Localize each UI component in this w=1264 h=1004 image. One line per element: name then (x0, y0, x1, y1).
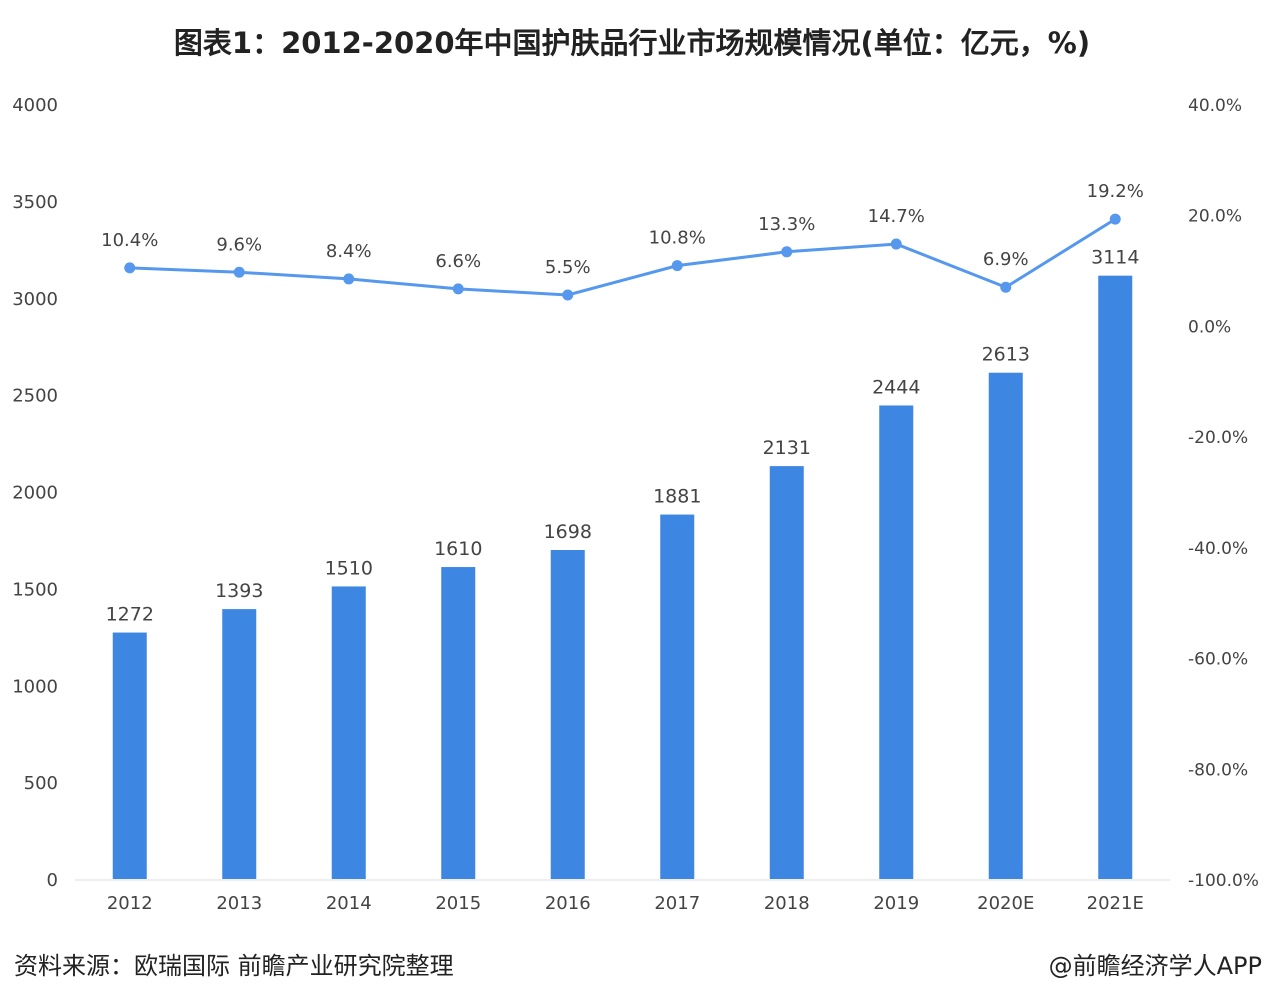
right-tick-label: 0.0% (1188, 317, 1231, 337)
source-note: 资料来源：欧瑞国际 前瞻产业研究院整理 (14, 952, 454, 980)
chart: 0 500 1000 1500 2000 2500 3000 3500 4000 -100.0% -… (12, 95, 1259, 914)
growth-point (343, 273, 355, 285)
growth-label: 6.9% (983, 249, 1029, 270)
left-tick-label: 2000 (12, 483, 58, 504)
growth-point (1109, 213, 1121, 225)
growth-point (890, 238, 902, 250)
x-tick-label: 2015 (435, 893, 481, 914)
bar-value-label: 1272 (106, 604, 154, 626)
x-tick-label: 2020E (977, 893, 1034, 914)
growth-point (781, 246, 793, 258)
left-tick-label: 4000 (12, 95, 58, 116)
bar (112, 632, 147, 879)
bar-value-label: 1610 (434, 538, 482, 560)
bar (988, 372, 1023, 879)
growth-label: 13.3% (758, 214, 815, 235)
growth-point (124, 262, 136, 274)
right-tick-label: -20.0% (1188, 428, 1248, 448)
left-tick-label: 3500 (12, 192, 58, 213)
bar-value-label: 2444 (872, 376, 920, 398)
bar (879, 405, 914, 879)
right-tick-label: -40.0% (1188, 539, 1248, 559)
right-tick-label: -100.0% (1188, 871, 1259, 891)
growth-label: 9.6% (216, 234, 262, 255)
chart-title: 图表1：2012-2020年中国护肤品行业市场规模情况(单位：亿元，%) (173, 26, 1091, 60)
right-tick-label: -80.0% (1188, 760, 1248, 780)
right-tick-label: 20.0% (1188, 207, 1242, 227)
growth-point (1000, 281, 1012, 293)
bar (222, 609, 257, 879)
left-tick-label: 0 (47, 870, 58, 891)
bar (331, 586, 366, 879)
growth-label: 14.7% (868, 206, 925, 227)
left-tick-label: 1500 (12, 579, 58, 600)
left-tick-label: 2500 (12, 386, 58, 407)
left-tick-label: 1000 (12, 676, 58, 697)
bar-value-label: 1510 (325, 557, 373, 579)
right-tick-label: -60.0% (1188, 650, 1248, 670)
x-tick-label: 2021E (1087, 893, 1144, 914)
growth-line (129, 217, 1117, 297)
bar (660, 514, 695, 879)
bar-value-label: 1393 (215, 580, 263, 602)
growth-label: 10.4% (101, 230, 158, 251)
bar-value-label: 2131 (763, 437, 811, 459)
x-tick-label: 2018 (764, 893, 810, 914)
right-tick-label: 40.0% (1188, 96, 1242, 116)
x-tick-label: 2017 (654, 893, 700, 914)
growth-label: 6.6% (435, 251, 481, 272)
growth-point (452, 283, 464, 295)
bar-value-label: 3114 (1091, 247, 1139, 269)
x-tick-label: 2016 (545, 893, 591, 914)
growth-label: 8.4% (326, 241, 372, 262)
bar (550, 550, 585, 879)
bar-value-label: 1881 (653, 486, 701, 508)
x-tick-label: 2019 (873, 893, 919, 914)
x-tick-label: 2013 (216, 893, 262, 914)
growth-label: 19.2% (1087, 181, 1144, 202)
credit-note: @前瞻经济学人APP (1048, 952, 1262, 980)
growth-point (562, 289, 574, 301)
bar-value-label: 1698 (544, 521, 592, 543)
left-tick-label: 500 (24, 773, 58, 794)
x-tick-label: 2014 (326, 893, 372, 914)
bar (769, 466, 804, 879)
bar (441, 567, 476, 879)
bar (1098, 275, 1133, 880)
x-tick-label: 2012 (107, 893, 153, 914)
bar-value-label: 2613 (982, 344, 1030, 366)
growth-label: 5.5% (545, 257, 591, 278)
growth-label: 10.8% (649, 228, 706, 249)
growth-point (671, 260, 683, 272)
growth-point (233, 266, 245, 278)
left-tick-label: 3000 (12, 289, 58, 310)
